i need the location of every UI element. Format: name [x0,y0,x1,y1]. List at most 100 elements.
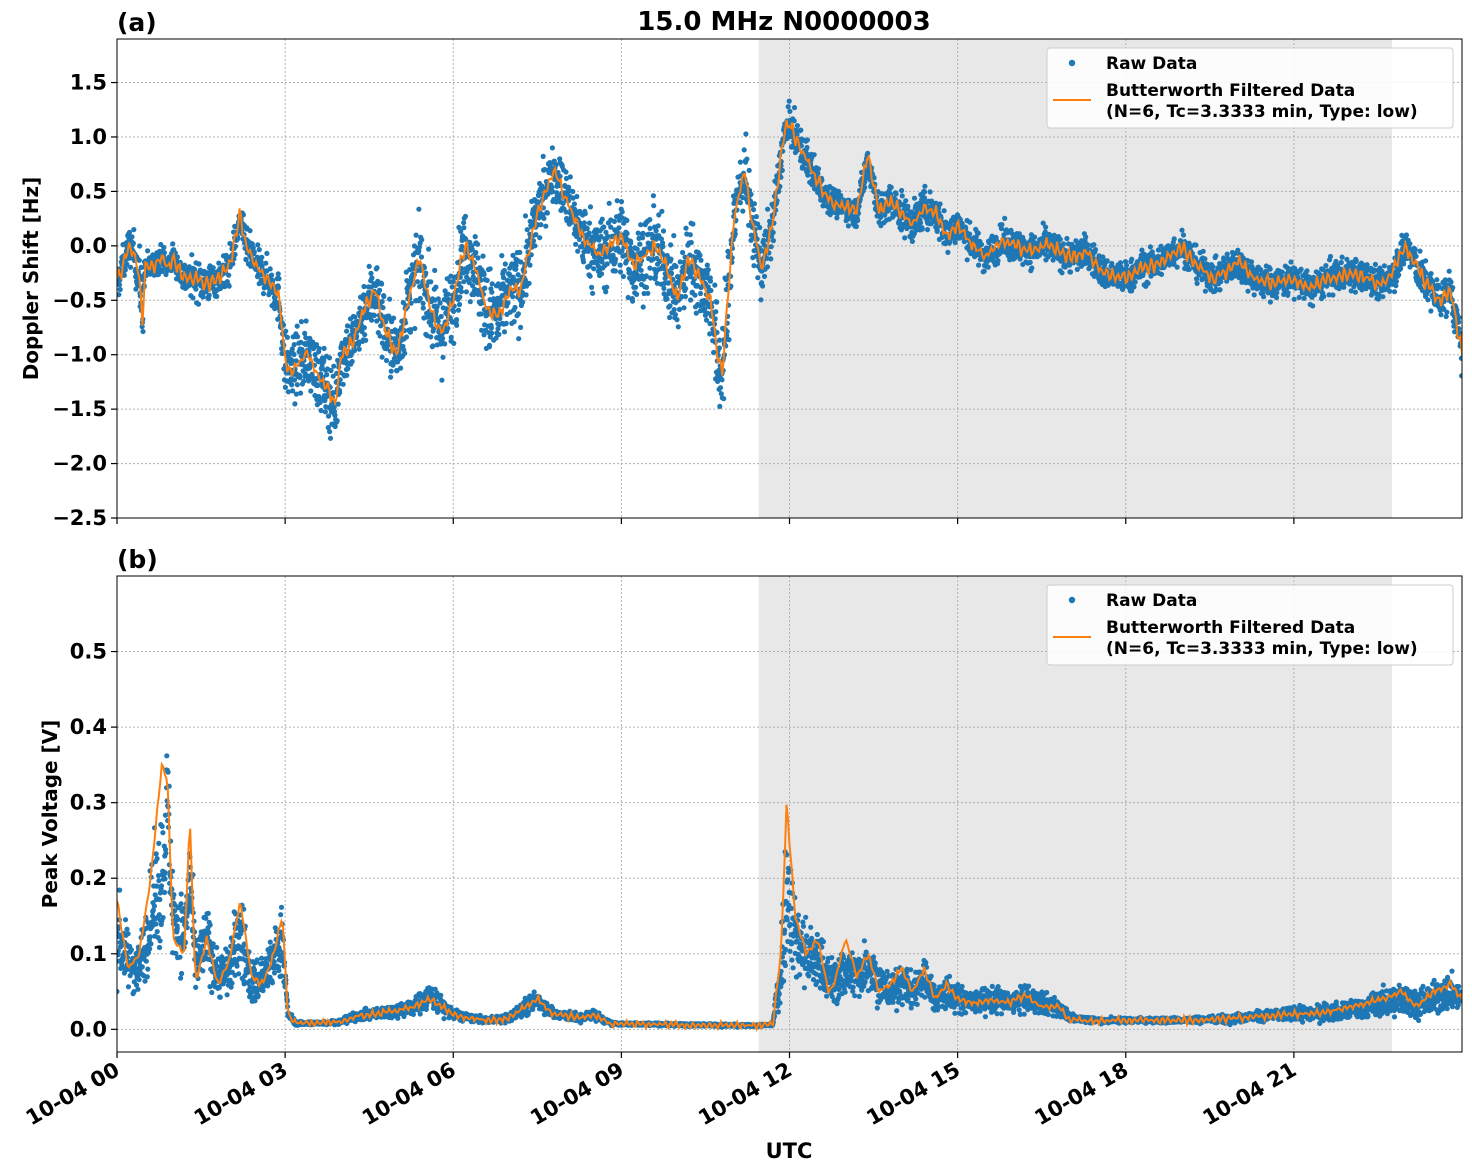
raw-data-point [634,246,640,252]
raw-data-point [482,285,488,291]
raw-data-point [1043,224,1049,230]
raw-data-point [690,221,696,227]
raw-data-point [1321,293,1327,299]
raw-data-point [591,266,597,272]
raw-data-point [574,193,580,200]
raw-data-point [567,174,573,180]
raw-data-point [453,317,460,323]
raw-data-point [619,209,625,215]
raw-data-point [748,237,754,243]
raw-data-point [331,363,337,369]
raw-data-point [746,167,752,173]
raw-data-point [317,399,323,405]
raw-data-point [679,294,685,300]
raw-data-point [647,265,653,271]
raw-data-point [952,239,958,246]
raw-data-point [302,330,308,336]
raw-data-point [616,225,622,231]
raw-data-point [307,335,313,341]
raw-data-point [344,328,350,334]
raw-data-point [544,210,551,216]
raw-data-point [313,342,320,348]
raw-data-point [719,377,725,383]
raw-data-point [129,234,135,240]
raw-data-point [361,283,367,290]
raw-data-point [295,334,301,340]
raw-data-point [369,317,375,323]
raw-data-point [668,242,674,248]
raw-data-point [267,266,273,272]
raw-data-point [351,347,358,354]
raw-data-point [420,300,426,306]
raw-data-point [838,192,844,199]
raw-data-point [768,256,774,262]
raw-data-point [337,390,343,396]
raw-data-point [423,270,429,276]
raw-data-point [737,159,744,165]
raw-data-point [794,123,801,129]
raw-data-point [1323,263,1329,269]
raw-data-point [206,292,212,298]
raw-data-point [456,224,462,230]
raw-data-point [836,188,842,194]
raw-data-point [1210,264,1216,270]
figure-title: 15.0 MHz N0000003 [637,7,930,37]
raw-data-point [613,256,619,262]
raw-data-point [667,303,673,309]
raw-data-point [1301,295,1307,301]
raw-data-point [319,364,325,370]
raw-data-point [1193,242,1199,248]
raw-data-point [519,289,526,296]
raw-data-point [374,265,380,271]
raw-data-point [332,412,338,418]
raw-data-point [403,334,410,340]
raw-data-point [487,266,493,272]
raw-data-point [458,228,464,234]
raw-data-point [255,242,261,248]
raw-data-point [1396,272,1402,278]
raw-data-point [417,295,423,302]
raw-data-point [523,292,529,298]
raw-data-point [512,304,518,311]
raw-data-point [1245,288,1251,294]
raw-data-point [682,293,689,300]
raw-data-point [371,312,377,318]
raw-data-point [541,215,547,221]
raw-data-point [1174,264,1180,270]
raw-data-point [934,228,940,234]
raw-data-point [161,244,167,251]
raw-data-point [1274,290,1280,296]
raw-data-point [340,381,346,387]
raw-data-point [639,235,646,241]
raw-data-point [513,266,519,272]
raw-data-point [496,331,502,337]
raw-data-point [117,292,122,298]
raw-data-point [345,366,351,372]
raw-data-point [701,275,707,281]
raw-data-point [1285,290,1291,296]
raw-data-point [903,198,909,204]
raw-data-point [480,253,486,259]
raw-data-point [590,290,596,296]
raw-data-point [442,288,448,294]
raw-data-point [327,429,333,435]
raw-data-point [614,229,620,235]
raw-data-point [744,156,750,162]
raw-data-point [853,223,860,230]
raw-data-point [374,318,380,324]
raw-data-point [748,191,754,197]
raw-data-point [303,335,309,341]
raw-data-point [671,307,677,313]
raw-data-point [804,137,811,143]
raw-data-point [240,212,246,218]
raw-data-point [438,313,444,320]
raw-data-point [597,243,603,249]
raw-data-point [442,341,448,347]
raw-data-point [542,167,548,173]
raw-data-point [293,391,299,397]
raw-data-point [941,208,947,214]
raw-data-point [922,183,928,189]
raw-data-point [289,382,295,388]
raw-data-point [625,294,631,301]
raw-data-point [865,150,871,156]
